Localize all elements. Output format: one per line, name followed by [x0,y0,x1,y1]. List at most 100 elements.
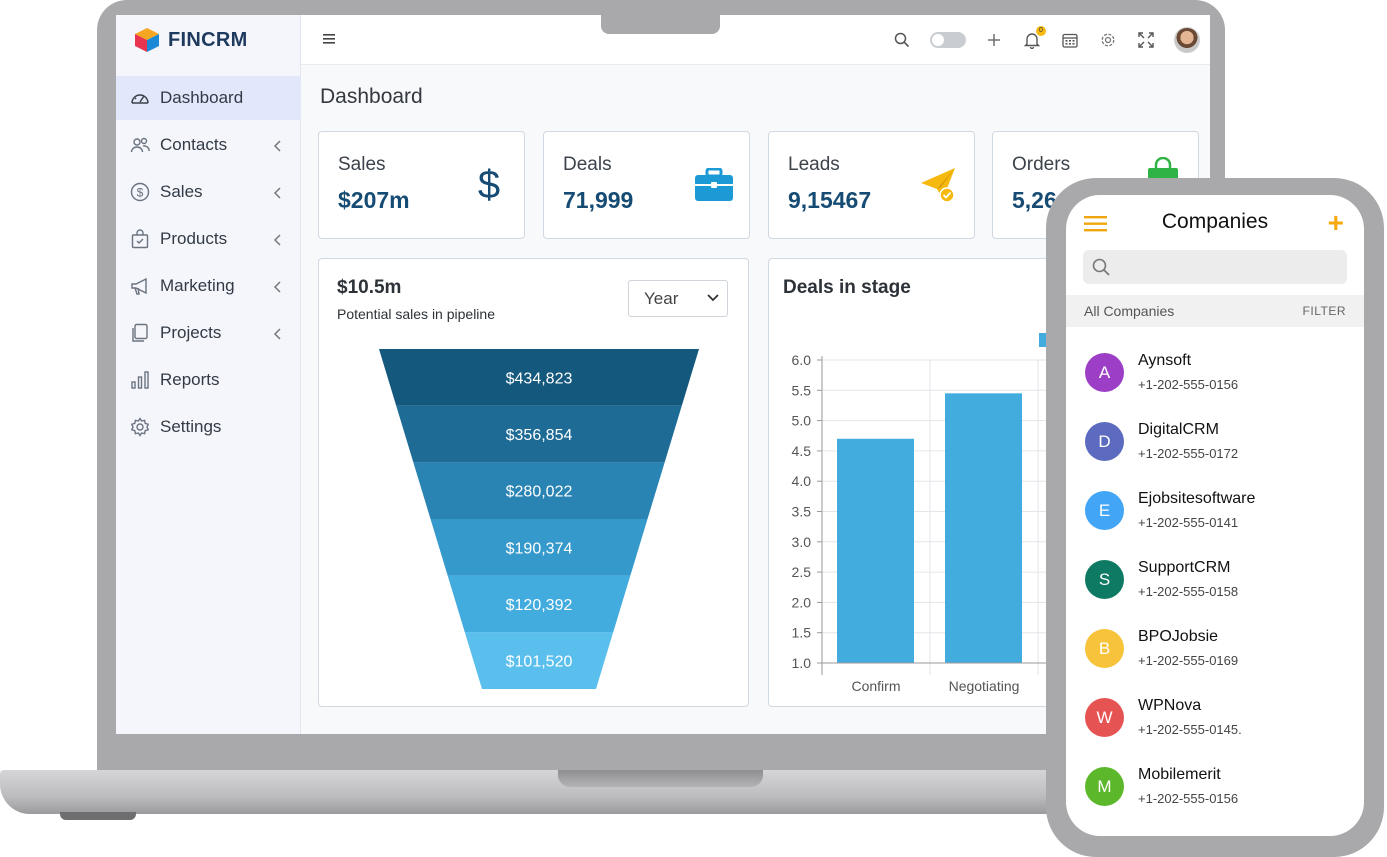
company-list-item[interactable]: W WPNova +1-202-555-0145. [1066,684,1364,753]
company-phone: +1-202-555-0156 [1138,377,1239,392]
sidebar-item-reports[interactable]: Reports [116,358,301,402]
copy-icon [130,323,150,343]
company-avatar: A [1085,353,1124,392]
users-icon [130,135,150,155]
sidebar-item-label: Settings [160,417,222,436]
svg-text:$: $ [137,186,144,200]
paper-plane-icon [918,164,960,206]
gear-icon[interactable] [1098,30,1118,50]
add-company-button[interactable]: + [1327,207,1344,238]
theme-toggle[interactable] [930,32,966,48]
y-tick-label: 3.0 [792,534,812,550]
funnel-segment[interactable] [396,405,682,463]
header-actions: 0 [892,25,1200,55]
dollar-sign-icon: $ [468,164,510,206]
company-avatar: S [1085,560,1124,599]
period-select[interactable]: Year [628,280,728,317]
stat-value: 9,15467 [788,187,872,213]
laptop-camera-notch [601,15,720,34]
brand-logo[interactable]: FINCRM [134,25,248,55]
calendar-icon[interactable] [1060,30,1080,50]
company-list-item[interactable]: B BPOJobsie +1-202-555-0169 [1066,615,1364,684]
sidebar-item-marketing[interactable]: Marketing [116,264,301,308]
y-tick-label: 3.5 [792,504,812,520]
stat-card-deals[interactable]: Deals 71,999 [543,131,750,239]
sidebar-item-settings[interactable]: Settings [116,405,301,449]
company-name: Mobilemerit [1138,766,1221,783]
laptop-foot [60,812,136,820]
briefcase-icon [693,164,735,206]
stat-card-sales[interactable]: Sales $207m $ [318,131,525,239]
company-phone: +1-202-555-0172 [1138,446,1239,461]
funnel-segment[interactable] [430,519,648,576]
search-icon[interactable] [892,30,912,50]
brand-name: FINCRM [168,28,248,51]
deals-bar-chart: 1.0 1.5 2.0 2.5 3.0 3.5 4.0 4.5 5.0 5.5 6.0 Confirm… [792,333,1210,694]
funnel-segment-label: $356,854 [506,427,573,444]
company-avatar: D [1085,422,1124,461]
dollar-icon: $ [130,182,150,202]
filter-button[interactable]: FILTER [1302,304,1346,318]
y-tick-label: 5.5 [792,382,812,398]
bar[interactable] [945,393,1022,663]
deals-title: Deals in stage [783,277,911,298]
company-phone: +1-202-555-0158 [1138,584,1239,599]
hamburger-menu-icon[interactable] [1084,216,1108,232]
megaphone-icon [130,276,150,296]
y-tick-label: 1.0 [792,655,812,671]
bar[interactable] [837,438,914,663]
company-list: A Aynsoft +1-202-555-0156 D DigitalCRM +1-202… [1066,339,1364,822]
y-tick-label: 5.0 [792,413,812,429]
funnel-segment[interactable] [447,575,631,633]
x-tick-label: Confirm [851,678,900,694]
stat-card-leads[interactable]: Leads 9,15467 [768,131,975,239]
company-list-item[interactable]: M Mobilemerit +1-202-555-0156 [1066,753,1364,822]
pipeline-amount: $10.5m [337,277,402,298]
all-companies-label: All Companies [1084,303,1175,319]
sidebar-item-label: Marketing [160,276,235,295]
y-tick-label: 4.5 [792,443,812,459]
phone-screen: Companies + All Companies FILTER A Aynsof… [1066,195,1364,836]
funnel-segment-label: $190,374 [506,540,573,557]
company-list-item[interactable]: S SupportCRM +1-202-555-0158 [1066,546,1364,615]
sidebar-item-label: Sales [160,182,203,201]
gear-icon [130,417,150,437]
sidebar: FINCRM Dashboard Contacts $ Sales Products Ma… [116,15,301,734]
fullscreen-icon[interactable] [1136,30,1156,50]
company-search-input[interactable] [1083,250,1347,284]
company-phone: +1-202-555-0145. [1138,722,1242,737]
company-avatar: B [1085,629,1124,668]
y-tick-label: 1.5 [792,625,812,641]
sidebar-item-projects[interactable]: Projects [116,311,301,355]
bag-icon [130,229,150,249]
company-name: Aynsoft [1138,352,1192,369]
company-list-item[interactable]: A Aynsoft +1-202-555-0156 [1066,339,1364,408]
bell-icon[interactable]: 0 [1022,26,1046,50]
sidebar-item-dashboard[interactable]: Dashboard [116,76,301,120]
sidebar-item-sales[interactable]: $ Sales [116,170,301,214]
y-tick-label: 2.5 [792,564,812,580]
funnel-segment[interactable] [379,349,699,406]
company-phone: +1-202-555-0141 [1138,515,1239,530]
chevron-left-icon [271,232,285,246]
hamburger-menu-icon[interactable] [323,33,337,45]
y-tick-label: 4.0 [792,473,812,489]
company-avatar: W [1085,698,1124,737]
page-title: Dashboard [320,85,423,108]
sidebar-item-contacts[interactable]: Contacts [116,123,301,167]
chevron-left-icon [271,185,285,199]
user-avatar[interactable] [1174,27,1200,53]
sidebar-item-products[interactable]: Products [116,217,301,261]
company-list-item[interactable]: E Ejobsitesoftware +1-202-555-0141 [1066,477,1364,546]
funnel-segment[interactable] [464,632,614,689]
company-name: WPNova [1138,697,1202,714]
funnel-segment[interactable] [413,462,665,519]
svg-text:$: $ [478,165,500,205]
phone-filter-bar: All Companies FILTER [1066,295,1364,327]
y-tick-label: 6.0 [792,352,812,368]
chevron-left-icon [271,138,285,152]
plus-icon[interactable] [984,30,1004,50]
chevron-down-icon [707,294,719,302]
company-list-item[interactable]: D DigitalCRM +1-202-555-0172 [1066,408,1364,477]
